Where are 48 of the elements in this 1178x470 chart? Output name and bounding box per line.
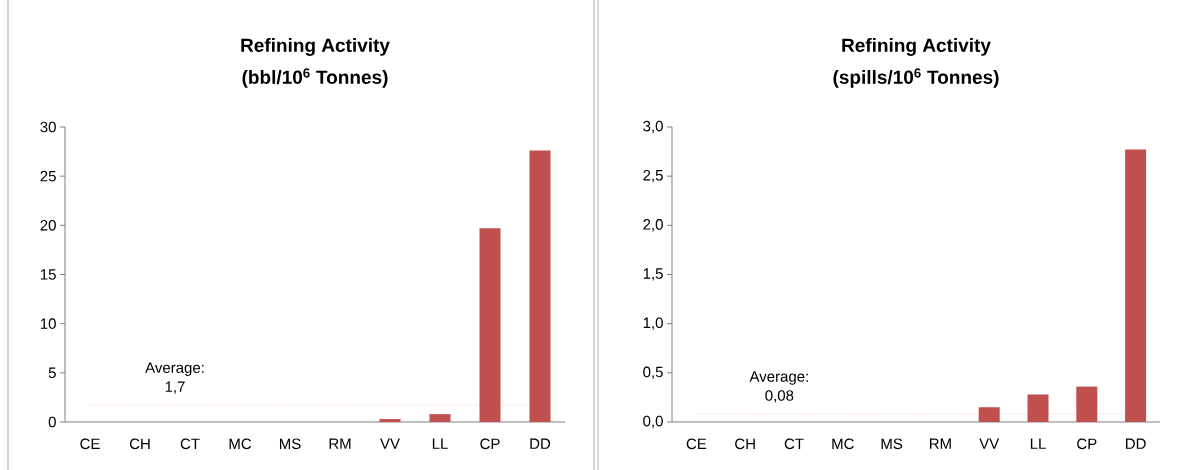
x-tick-label: CP — [480, 438, 500, 450]
ref-line-label: Average: 1,7 — [145, 362, 204, 394]
chart-subtitle: (bbl/10$^{6}$ Tonnes) — [242, 68, 388, 88]
bar — [429, 414, 451, 422]
bar — [1076, 386, 1098, 422]
x-tick-label: MS — [279, 438, 301, 450]
x-tick-label: RM — [329, 438, 351, 449]
y-tick-label: 3,0 — [643, 120, 663, 134]
x-tick-label: CH — [735, 438, 755, 450]
y-tick-label: 15 — [40, 269, 56, 280]
x-tick-label: CH — [129, 438, 150, 450]
x-tick-label: LL — [432, 438, 448, 449]
x-tick-label: MS — [881, 438, 903, 450]
x-tick-label: LL — [1030, 438, 1046, 449]
y-tick-label: 1,0 — [643, 317, 663, 330]
chart-title: Refining Activity — [241, 38, 390, 56]
y-tick-label: 2,0 — [643, 219, 663, 232]
x-tick-label: CT — [180, 438, 200, 450]
y-tick-label: 0,0 — [643, 415, 663, 429]
bar — [1125, 149, 1147, 422]
y-tick-label: 0 — [48, 416, 56, 428]
y-tick-label: 5 — [48, 367, 56, 379]
bar — [1027, 394, 1049, 422]
chart-subtitle: (spills/10$^{6}$ Tonnes) — [833, 68, 999, 88]
bar — [379, 419, 401, 422]
x-tick-label: DD — [530, 438, 551, 449]
bar — [978, 407, 1000, 422]
x-tick-label: CP — [1077, 438, 1097, 450]
y-tick-label: 30 — [40, 121, 56, 133]
y-tick-label: 25 — [40, 170, 56, 182]
bar — [479, 228, 501, 422]
x-tick-label: MC — [832, 438, 854, 450]
x-tick-label: CE — [686, 438, 707, 450]
y-tick-label: 20 — [40, 220, 56, 231]
x-tick-label: CE — [80, 438, 100, 450]
x-tick-label: RM — [929, 438, 951, 449]
y-tick-label: 10 — [40, 318, 56, 329]
x-tick-label: VV — [979, 438, 1000, 449]
ref-line-label: Average: 0,08 — [749, 371, 808, 403]
bar — [529, 150, 551, 422]
chart-title: Refining Activity — [842, 38, 991, 56]
x-tick-label: MC — [229, 438, 252, 450]
y-tick-label: 2,5 — [643, 169, 663, 183]
x-tick-label: DD — [1126, 438, 1146, 449]
y-tick-label: 0,5 — [643, 366, 663, 380]
x-tick-label: VV — [380, 438, 400, 449]
x-tick-label: CT — [784, 438, 804, 450]
y-tick-label: 1,5 — [643, 268, 663, 281]
